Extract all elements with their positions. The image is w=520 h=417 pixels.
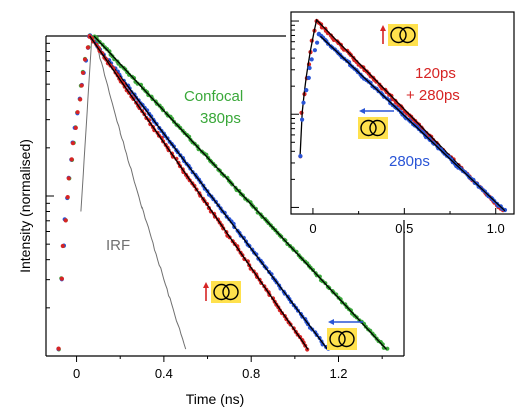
inset-blue-point	[309, 57, 314, 62]
inset-red-point	[400, 106, 405, 111]
red-series-point	[78, 97, 83, 102]
inset-blue-condition-icon-loop	[369, 119, 386, 137]
confocal-series-fit	[93, 35, 387, 350]
inset-blue-point	[301, 100, 306, 105]
inset-blue-lifetime: 280ps	[389, 153, 430, 170]
inset-blue-condition-icon-box	[358, 117, 388, 139]
red-condition-icon-loop	[213, 283, 230, 301]
red-series-point	[70, 141, 76, 146]
inset-blue-point	[307, 65, 312, 71]
inset-x-tick-label: 0.5	[395, 221, 413, 236]
red-series-point	[75, 110, 80, 115]
red-series-point	[66, 176, 71, 181]
red-condition-icon-loop	[222, 283, 239, 301]
red-series	[56, 34, 310, 352]
inset-blue-condition-icon	[358, 108, 394, 139]
blue-condition-icon	[327, 319, 363, 350]
inset-blue-point	[300, 117, 305, 122]
inset-red-condition-icon-loop	[399, 26, 416, 44]
inset-x-tick-label: 1.0	[487, 221, 505, 236]
confocal-series-point	[368, 328, 373, 333]
inset-blue-point	[315, 40, 320, 45]
blue-series-fit	[89, 35, 329, 350]
inset-blue-point	[306, 75, 311, 80]
inset-blue-condition-icon-arrowhead	[359, 108, 365, 114]
confocal-lifetime-label: 380ps	[200, 110, 241, 127]
red-series-point	[60, 243, 65, 249]
inset-red-lifetime-2: + 280ps	[406, 87, 460, 104]
red-series-point	[305, 347, 310, 352]
inset-red-lifetime-1: 120ps	[415, 65, 456, 82]
inset-x-tick-label: 0	[309, 221, 316, 236]
main-x-tick-label: 0	[73, 366, 80, 381]
irf-line	[80, 35, 187, 350]
red-series-point	[69, 157, 74, 162]
confocal-series-point	[385, 346, 390, 351]
inset-frame	[290, 11, 515, 215]
inset-red-condition-icon	[380, 24, 418, 46]
red-series-point	[85, 45, 90, 50]
blue-condition-icon-loop	[338, 330, 355, 348]
inset-blue-series	[298, 31, 508, 213]
main-x-label: Time (ns)	[186, 391, 245, 407]
red-series-fit	[89, 35, 309, 350]
red-series-point	[73, 125, 78, 130]
main-x-tick-label: 0.8	[242, 366, 260, 381]
red-series-point	[79, 83, 84, 88]
inset-plot: 0 0.5 1.0 120ps + 280ps 280ps	[286, 8, 518, 236]
main-plot: 0 0.4 0.8 1.2 Time (ns) Intensity (normalised…	[17, 33, 405, 407]
red-series-point	[56, 346, 61, 351]
confocal-series-point	[255, 210, 260, 215]
inset-blue-fit	[319, 35, 506, 212]
red-series-point	[65, 195, 70, 200]
red-series-point	[63, 218, 68, 223]
inset-blue-point	[423, 135, 429, 140]
main-x-tick-label: 1.2	[329, 366, 347, 381]
main-y-label: Intensity (normalised)	[17, 139, 33, 273]
inset-blue-point	[312, 48, 317, 53]
confocal-series-point	[196, 147, 201, 152]
red-series-point	[80, 70, 86, 75]
irf-label: IRF	[106, 237, 130, 254]
confocal-series	[56, 33, 390, 352]
inset-blue-point	[304, 88, 309, 93]
inset-blue-point	[298, 154, 303, 159]
red-series-point	[59, 276, 64, 281]
blue-condition-icon-loop	[329, 330, 346, 348]
inset-red-condition-icon-arrowhead	[380, 25, 386, 31]
red-condition-icon-box	[211, 281, 241, 303]
blue-condition-icon-arrowhead	[328, 319, 334, 325]
confocal-label: Confocal	[184, 88, 243, 105]
red-condition-icon	[203, 281, 241, 303]
red-series-point	[82, 57, 88, 62]
inset-blue-condition-icon-loop	[360, 119, 377, 137]
inset-red-condition-icon-loop	[390, 26, 407, 44]
inset-red-condition-icon-box	[388, 24, 418, 46]
blue-condition-icon-box	[327, 328, 357, 350]
main-x-tick-label: 0.4	[155, 366, 173, 381]
red-condition-icon-arrowhead	[203, 282, 209, 288]
confocal-series-point	[294, 249, 299, 254]
